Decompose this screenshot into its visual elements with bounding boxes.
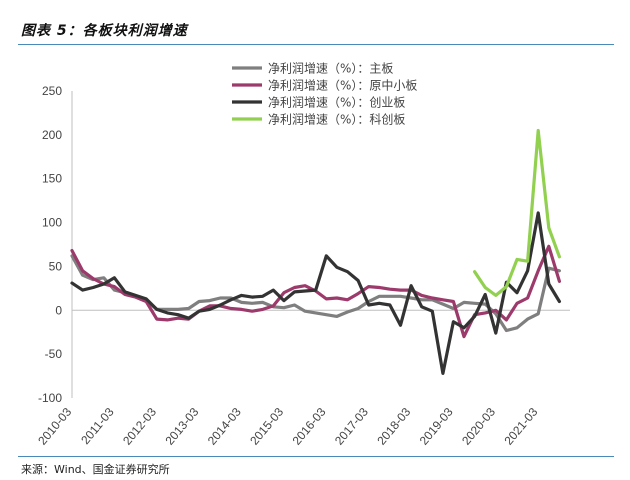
legend-label-3: 净利润增速（%）：创业板 — [268, 96, 405, 110]
y-tick-label: 150 — [42, 172, 62, 186]
legend-label-2: 净利润增速（%）：原中小板 — [268, 78, 417, 93]
x-tick-label: 2011-03 — [78, 405, 117, 447]
chart-series — [70, 128, 562, 375]
y-tick-label: 250 — [42, 84, 62, 98]
series-line-1 — [70, 254, 562, 333]
legend-label-1: 净利润增速（%）：主板 — [268, 62, 393, 76]
y-tick-label: 100 — [42, 216, 62, 230]
x-tick-label: 2021-03 — [501, 405, 540, 448]
series-line-3 — [70, 211, 562, 375]
x-tick-label: 2013-03 — [162, 405, 201, 448]
series-line-4 — [473, 128, 562, 297]
x-tick-label: 2012-03 — [120, 405, 159, 448]
x-tick-label: 2017-03 — [332, 405, 371, 448]
y-tick-label: -50 — [45, 347, 63, 361]
y-tick-label: 50 — [49, 259, 63, 273]
bottom-rule — [18, 456, 614, 457]
source-note: 来源：Wind、国金证券研究所 — [21, 463, 170, 476]
x-tick-label: 2014-03 — [205, 405, 244, 448]
y-tick-label: 200 — [42, 128, 62, 142]
x-tick-label: 2015-03 — [247, 405, 286, 448]
x-tick-label: 2016-03 — [290, 405, 329, 448]
legend-label-4: 净利润增速（%）：科创板 — [268, 113, 405, 127]
chart-legend: 净利润增速（%）：主板净利润增速（%）：原中小板净利润增速（%）：创业板净利润增… — [232, 62, 417, 127]
x-tick-label: 2020-03 — [459, 405, 498, 448]
figure-title: 图表 5：各板块利润增速 — [21, 23, 188, 39]
x-tick-label: 2018-03 — [374, 405, 413, 448]
chart-axes: -100 -50 0 50 100 150 200 250 2010-03 2011-03 2012… — [35, 84, 570, 448]
top-rule — [18, 44, 614, 45]
y-tick-label: 0 — [55, 303, 62, 317]
y-tick-label: -100 — [38, 391, 62, 405]
x-tick-label: 2019-03 — [417, 405, 456, 448]
x-tick-label: 2010-03 — [35, 405, 74, 448]
